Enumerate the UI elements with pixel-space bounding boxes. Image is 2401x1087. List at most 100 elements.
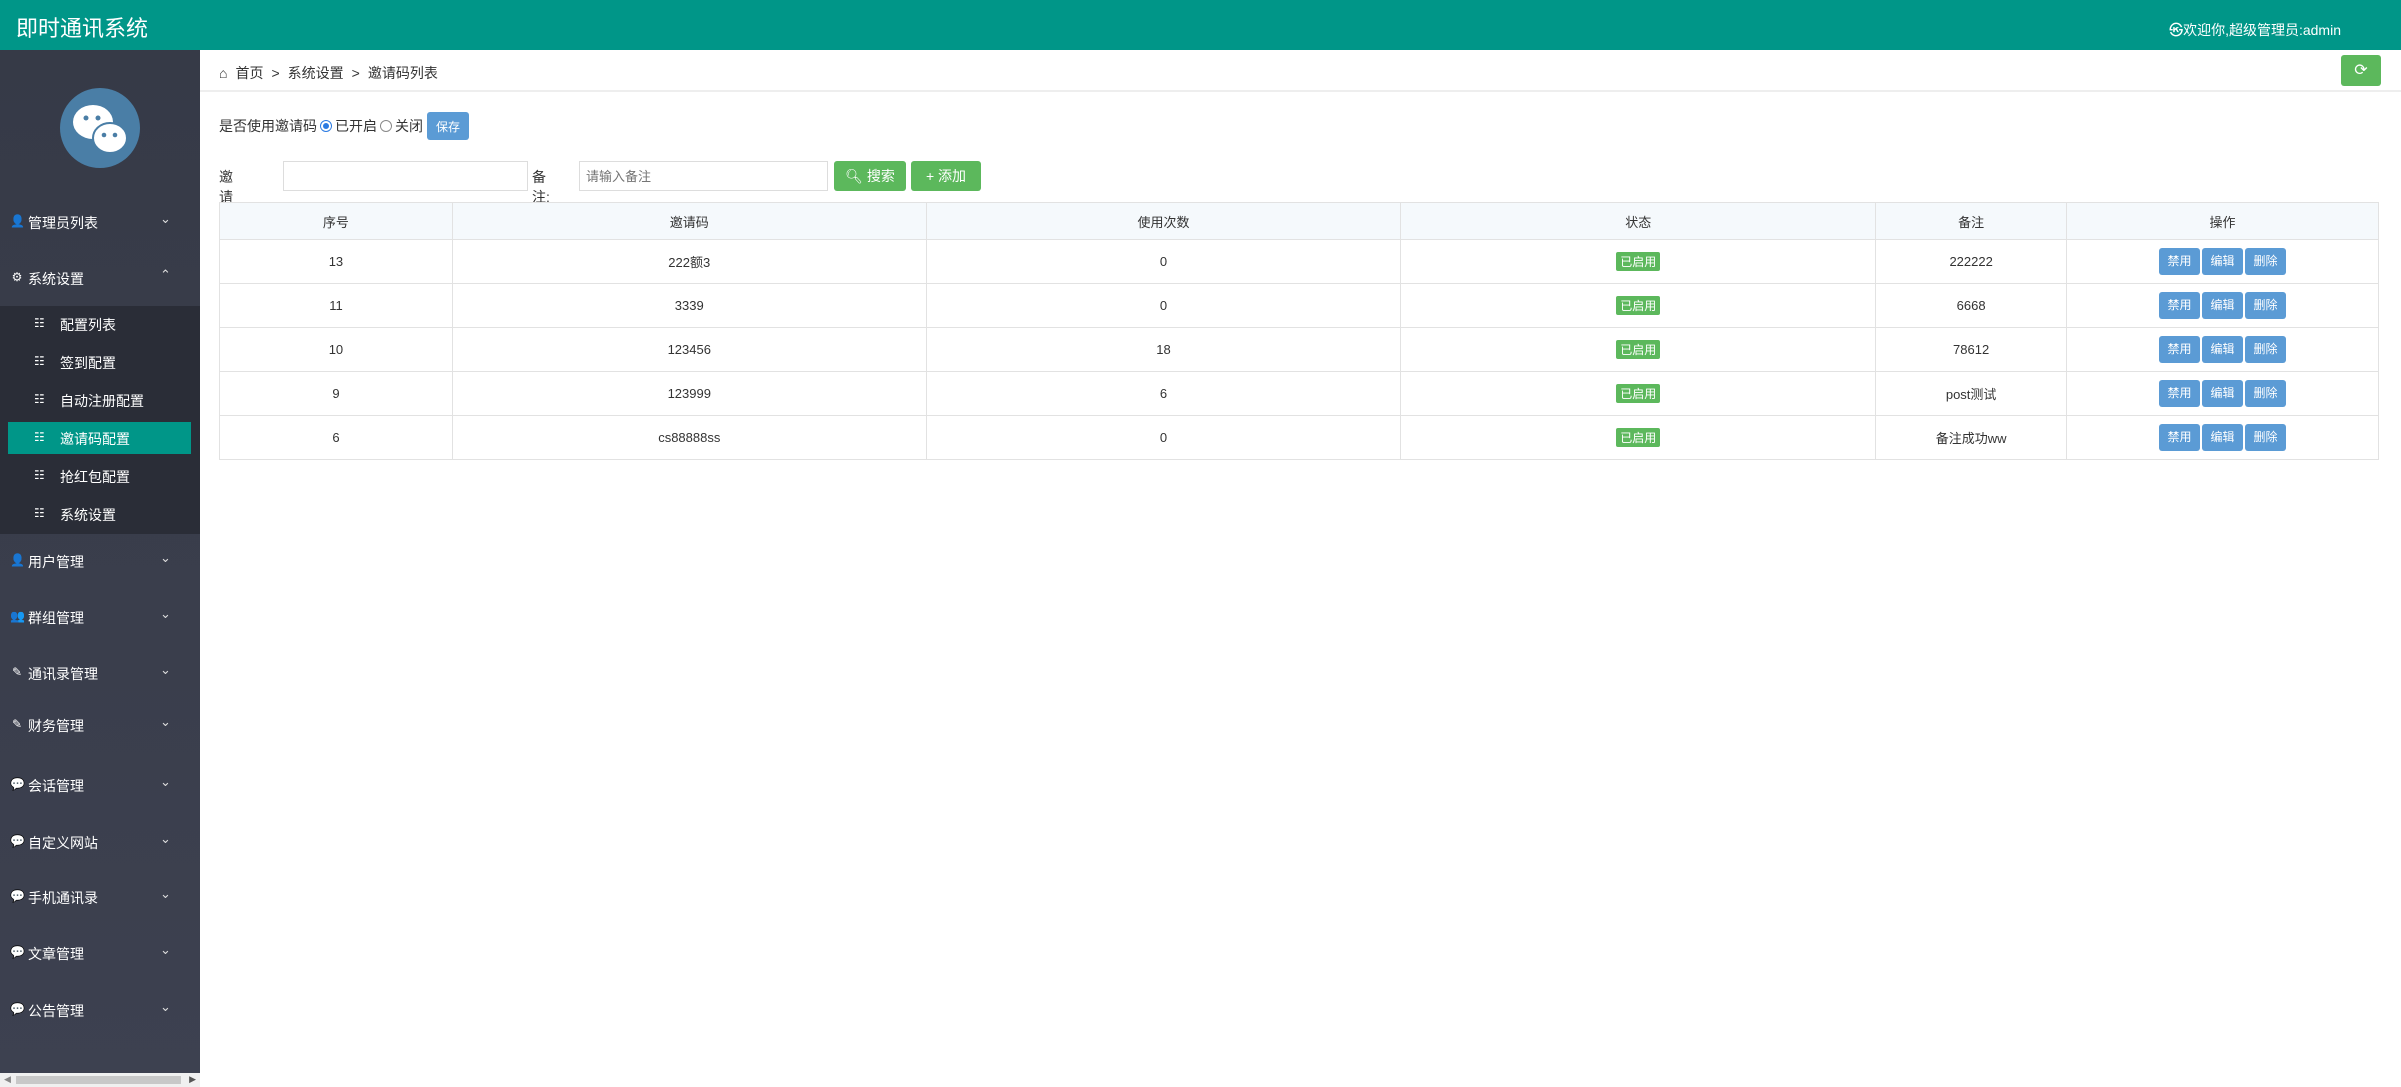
submenu-item-5[interactable]: ☷ 系统设置 — [8, 498, 191, 530]
table-row: 6 cs88888ss 0 已启用 备注成功ww 禁用 编辑 删除 — [219, 415, 2379, 460]
radio-disabled-label[interactable]: 关闭 — [395, 118, 423, 134]
sidebar-item-7[interactable]: 💬 自定义网站 ⌄ — [0, 822, 200, 862]
cell-uses: 0 — [925, 239, 1402, 284]
sidebar-item-label: 管理员列表 — [28, 215, 98, 231]
chat-icon: 💬 — [10, 945, 25, 959]
edit-button[interactable]: 编辑 — [2202, 292, 2244, 319]
chevron-down-icon: ⌄ — [160, 606, 171, 621]
wechat-logo-icon — [60, 88, 140, 168]
breadcrumb-system-settings[interactable]: 系统设置 — [287, 65, 344, 81]
cell-id: 6 — [219, 415, 453, 460]
cell-id: 10 — [219, 327, 453, 372]
gear-icon: ⚙ — [11, 270, 23, 284]
cell-actions: 禁用 编辑 删除 — [2066, 283, 2379, 328]
submenu-item-label: 邀请码配置 — [60, 431, 130, 447]
breadcrumb-home[interactable]: 首页 — [235, 65, 264, 81]
delete-button[interactable]: 删除 — [2245, 292, 2287, 319]
chat-icon: 💬 — [10, 1002, 25, 1016]
user-icon: 👤 — [10, 553, 25, 567]
list-icon: ☷ — [34, 430, 45, 444]
save-button[interactable]: 保存 — [427, 112, 469, 140]
radio-enabled[interactable] — [320, 120, 332, 132]
sidebar-item-label: 手机通讯录 — [28, 890, 98, 906]
sidebar-item-5[interactable]: ✎ 财务管理 ⌄ — [0, 705, 200, 745]
radio-enabled-label[interactable]: 已开启 — [335, 118, 377, 134]
sidebar-item-label: 文章管理 — [28, 946, 84, 962]
status-badge: 已启用 — [1616, 340, 1661, 359]
sidebar-item-10[interactable]: 💬 公告管理 ⌄ — [0, 990, 200, 1030]
sidebar-item-8[interactable]: 💬 手机通讯录 ⌄ — [0, 877, 200, 917]
table-row: 9 123999 6 已启用 post测试 禁用 编辑 删除 — [219, 371, 2379, 416]
submenu-item-label: 配置列表 — [60, 317, 116, 333]
horizontal-scrollbar[interactable]: ◀ ▶ — [0, 1073, 200, 1087]
chat-icon: 💬 — [10, 777, 25, 791]
sidebar: 👤 管理员列表 ⌄ ⚙ 系统设置 ⌃ 👤 用户管理 ⌄ 👥 群组管理 ⌄ ✎ 通讯录管理 ⌄ ✎ 财务管理 ⌄ 💬 会… — [0, 50, 200, 1087]
cell-status: 已启用 — [1400, 239, 1877, 284]
submenu-item-4[interactable]: ☷ 抢红包配置 — [8, 460, 191, 492]
breadcrumb-separator: > — [271, 65, 280, 81]
sidebar-item-0[interactable]: 👤 管理员列表 ⌄ — [0, 202, 200, 242]
chevron-down-icon: ⌄ — [160, 831, 171, 846]
submenu-item-2[interactable]: ☷ 自动注册配置 — [8, 384, 191, 416]
disable-button[interactable]: 禁用 — [2159, 248, 2201, 275]
edit-icon: ✎ — [11, 717, 23, 731]
breadcrumb-current: 邀请码列表 — [367, 65, 438, 81]
scrollbar-thumb[interactable] — [16, 1076, 181, 1084]
disable-button[interactable]: 禁用 — [2159, 336, 2201, 363]
delete-button[interactable]: 删除 — [2245, 380, 2287, 407]
table-row: 10 123456 18 已启用 78612 禁用 编辑 删除 — [219, 327, 2379, 372]
sidebar-item-3[interactable]: 👥 群组管理 ⌄ — [0, 597, 200, 637]
code-input[interactable] — [283, 161, 528, 191]
refresh-button[interactable]: ⟳ — [2341, 55, 2381, 86]
user-icon: 👤 — [10, 214, 25, 228]
sidebar-item-label: 财务管理 — [28, 718, 84, 734]
table-row: 13 222额3 0 已启用 222222 禁用 编辑 删除 — [219, 239, 2379, 284]
status-badge: 已启用 — [1616, 384, 1661, 403]
column-header: 状态 — [1400, 202, 1877, 240]
chevron-down-icon: ⌄ — [160, 714, 171, 729]
remark-input[interactable] — [579, 161, 828, 191]
chat-icon: 💬 — [10, 834, 25, 848]
disable-button[interactable]: 禁用 — [2159, 292, 2201, 319]
chevron-down-icon: ⌄ — [160, 942, 171, 957]
list-icon: ☷ — [34, 354, 45, 368]
invite-toggle-label: 是否使用邀请码 — [219, 118, 317, 134]
home-icon: ⌂ — [219, 65, 228, 81]
edit-button[interactable]: 编辑 — [2202, 380, 2244, 407]
submenu-system-settings: ☷ 配置列表 ☷ 签到配置 ☷ 自动注册配置 ☷ 邀请码配置 ☷ 抢红包配置 ☷ 系统设置 — [0, 306, 200, 534]
sidebar-item-9[interactable]: 💬 文章管理 ⌄ — [0, 933, 200, 973]
edit-button[interactable]: 编辑 — [2202, 248, 2244, 275]
cell-remark: 78612 — [1875, 327, 2068, 372]
sidebar-item-label: 会话管理 — [28, 778, 84, 794]
search-button-label: 搜索 — [866, 168, 895, 184]
edit-icon: ✎ — [11, 665, 23, 679]
cell-code: 123456 — [451, 327, 927, 372]
disable-button[interactable]: 禁用 — [2159, 380, 2201, 407]
edit-button[interactable]: 编辑 — [2202, 336, 2244, 363]
app-title: 即时通讯系统 — [16, 16, 149, 41]
cell-remark: 备注成功ww — [1875, 415, 2068, 460]
delete-button[interactable]: 删除 — [2245, 248, 2287, 275]
radio-disabled[interactable] — [380, 120, 392, 132]
search-button[interactable]: 🔍︎ 搜索 — [834, 161, 906, 191]
sidebar-item-label: 用户管理 — [28, 554, 84, 570]
sidebar-item-4[interactable]: ✎ 通讯录管理 ⌄ — [0, 653, 200, 693]
welcome-user[interactable]: ㉿欢迎你,超级管理员:admin — [2169, 22, 2341, 38]
search-icon: 🔍︎ — [845, 168, 863, 184]
cell-actions: 禁用 编辑 删除 — [2066, 371, 2379, 416]
cell-id: 13 — [219, 239, 453, 284]
submenu-item-1[interactable]: ☷ 签到配置 — [8, 346, 191, 378]
submenu-item-3[interactable]: ☷ 邀请码配置 — [8, 422, 191, 454]
column-header: 序号 — [219, 202, 453, 240]
edit-button[interactable]: 编辑 — [2202, 424, 2244, 451]
scroll-left-icon[interactable]: ◀ — [4, 1074, 11, 1084]
sidebar-item-1[interactable]: ⚙ 系统设置 ⌃ — [0, 258, 200, 298]
scroll-right-icon[interactable]: ▶ — [189, 1074, 196, 1084]
delete-button[interactable]: 删除 — [2245, 336, 2287, 363]
add-button[interactable]: + 添加 — [911, 161, 981, 191]
submenu-item-0[interactable]: ☷ 配置列表 — [8, 308, 191, 340]
sidebar-item-2[interactable]: 👤 用户管理 ⌄ — [0, 541, 200, 581]
sidebar-item-6[interactable]: 💬 会话管理 ⌄ — [0, 765, 200, 805]
disable-button[interactable]: 禁用 — [2159, 424, 2201, 451]
delete-button[interactable]: 删除 — [2245, 424, 2287, 451]
